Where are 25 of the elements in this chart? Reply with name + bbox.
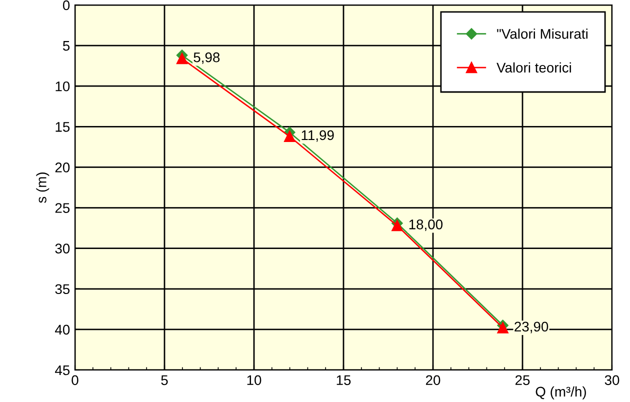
y-axis-title: s (m) <box>36 172 50 203</box>
annotation: 23,90 <box>514 322 548 334</box>
y-tick-label: 35 <box>55 284 70 294</box>
legend-label: Valori teorici <box>496 62 571 73</box>
annotation: 18,00 <box>409 220 443 231</box>
x-axis-title: Q (m³/h) <box>536 386 586 400</box>
annotation: 11,99 <box>302 130 334 142</box>
y-tick-label: 25 <box>55 203 70 213</box>
x-tick-label: 20 <box>426 375 440 386</box>
x-tick-label: 30 <box>604 375 620 386</box>
annotation: 5,98 <box>194 52 220 64</box>
x-tick-label: 5 <box>161 375 168 386</box>
y-tick-label: 30 <box>55 244 70 254</box>
x-tick-label: 15 <box>336 375 351 386</box>
y-tick-label: 0 <box>62 0 70 10</box>
y-tick-label: 5 <box>62 41 70 51</box>
x-tick-label: 0 <box>72 375 78 386</box>
y-tick-label: 15 <box>56 122 70 132</box>
y-tick-label: 45 <box>55 365 70 376</box>
x-tick-label: 10 <box>247 375 262 386</box>
y-tick-label: 10 <box>56 81 70 92</box>
x-tick-label: 25 <box>515 375 530 386</box>
legend-label: "Valori Misurati <box>497 28 588 39</box>
y-tick-label: 40 <box>55 324 70 335</box>
y-tick-label: 20 <box>55 162 70 172</box>
